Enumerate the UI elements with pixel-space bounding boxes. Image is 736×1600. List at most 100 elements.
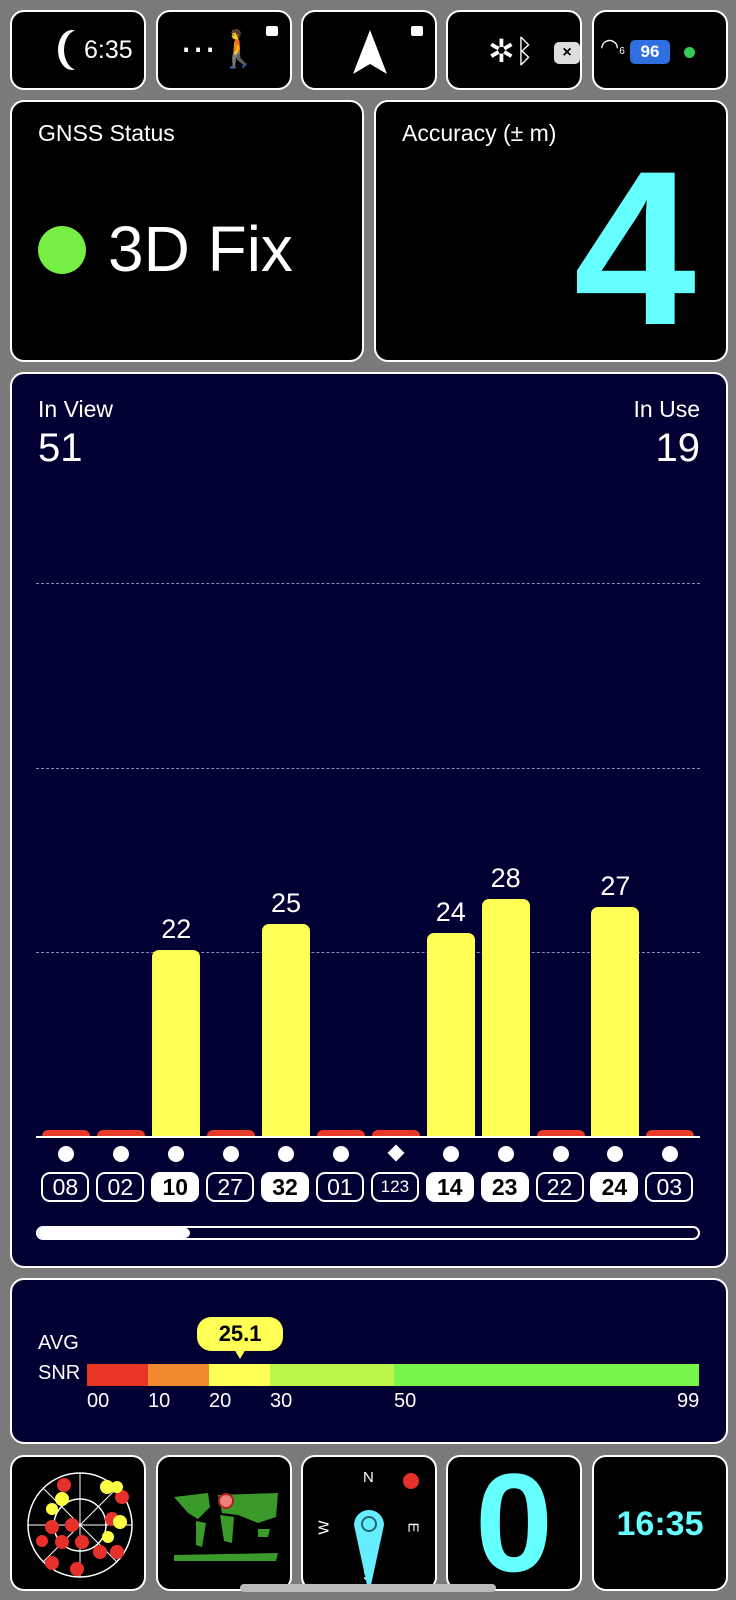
signal-bar bbox=[646, 1130, 695, 1136]
sun-marker-icon bbox=[403, 1473, 419, 1489]
bar-value-label: 27 bbox=[600, 871, 631, 902]
signal-bar bbox=[371, 1130, 420, 1136]
clock-value: 16:35 bbox=[616, 1505, 704, 1543]
signal-bar bbox=[426, 932, 475, 1136]
compass-icon bbox=[354, 1510, 384, 1585]
bluetooth-icon: ✲ᛒ bbox=[488, 33, 535, 69]
in-use-count: 19 bbox=[655, 426, 701, 470]
world-map-icon bbox=[174, 1493, 278, 1561]
chart-baseline bbox=[36, 1136, 700, 1138]
compass-north: N bbox=[363, 1469, 374, 1486]
compass-east: E bbox=[404, 1522, 422, 1533]
signal-bar bbox=[207, 1130, 256, 1136]
snr-tick-label: 00 bbox=[87, 1390, 110, 1412]
bar-value-label: 22 bbox=[161, 913, 192, 944]
home-indicator[interactable] bbox=[240, 1584, 496, 1592]
circle-icon bbox=[58, 1146, 75, 1162]
bar-value-label: 28 bbox=[490, 862, 521, 893]
tile-navigation[interactable] bbox=[301, 10, 437, 90]
snr-tick-label: 20 bbox=[209, 1390, 232, 1412]
compass-tile[interactable]: N E W S bbox=[301, 1455, 437, 1591]
compass-west: W bbox=[315, 1520, 333, 1535]
battery-icon: 96 bbox=[630, 40, 670, 64]
snr-segment bbox=[148, 1364, 209, 1386]
tile-person[interactable]: ⋯🚶 bbox=[156, 10, 292, 90]
satellite-id-label[interactable]: 08 bbox=[41, 1172, 90, 1202]
satellite-id-label[interactable]: 10 bbox=[151, 1172, 200, 1202]
satellite-id-label[interactable]: 01 bbox=[315, 1172, 364, 1202]
circle-icon bbox=[278, 1146, 295, 1162]
close-icon: × bbox=[554, 42, 580, 64]
clock-tile[interactable]: 16:35 bbox=[592, 1455, 728, 1591]
lock-icon bbox=[411, 26, 423, 36]
satellite-id-label[interactable]: 24 bbox=[590, 1172, 639, 1202]
snr-segment bbox=[209, 1364, 270, 1386]
satellite-id-label[interactable]: 123 bbox=[370, 1172, 419, 1202]
circle-icon bbox=[332, 1146, 349, 1162]
fix-indicator-icon bbox=[38, 226, 86, 274]
satellite-id-label[interactable]: 22 bbox=[535, 1172, 584, 1202]
accuracy-panel[interactable]: Accuracy (± m) 4 bbox=[374, 100, 728, 362]
in-view-count: 51 bbox=[38, 426, 83, 470]
gridline bbox=[36, 583, 700, 584]
signal-bar bbox=[42, 1130, 91, 1136]
satellite-id-label[interactable]: 23 bbox=[480, 1172, 529, 1202]
wifi-badge: 6 bbox=[619, 46, 625, 57]
speed-value: 0 bbox=[475, 1455, 553, 1591]
snr-tick-label: 50 bbox=[394, 1390, 417, 1412]
circle-icon bbox=[168, 1146, 185, 1162]
gnss-status-panel[interactable]: GNSS Status 3D Fix bbox=[10, 100, 364, 362]
in-view-label: In View bbox=[38, 396, 114, 422]
accuracy-title: Accuracy (± m) bbox=[402, 120, 557, 146]
avg-snr-panel bbox=[10, 1278, 728, 1444]
signal-bar bbox=[536, 1130, 585, 1136]
circle-icon bbox=[442, 1146, 459, 1162]
snr-label-avg: AVG bbox=[38, 1332, 79, 1354]
sky-plot-tile[interactable] bbox=[10, 1455, 146, 1591]
satellite-id-label[interactable]: 03 bbox=[645, 1172, 694, 1202]
sky-plot-icon bbox=[27, 1472, 133, 1578]
bar-value-label: 25 bbox=[271, 888, 302, 919]
circle-icon bbox=[607, 1146, 624, 1162]
navigation-arrow-icon bbox=[353, 30, 387, 74]
snr-segment bbox=[270, 1364, 394, 1386]
status-time: 6:35 bbox=[84, 36, 133, 64]
gnss-fix-value: 3D Fix bbox=[108, 213, 293, 285]
circle-icon bbox=[662, 1146, 679, 1162]
gridline bbox=[36, 768, 700, 769]
snr-tick-label: 10 bbox=[148, 1390, 171, 1412]
lock-icon bbox=[266, 26, 278, 36]
satellite-id-label[interactable]: 32 bbox=[261, 1172, 310, 1202]
satellite-id-label[interactable]: 14 bbox=[425, 1172, 474, 1202]
circle-icon bbox=[113, 1146, 130, 1162]
snr-tick-label: 99 bbox=[677, 1390, 700, 1412]
status-dot-icon bbox=[684, 47, 695, 58]
signal-bar bbox=[152, 949, 201, 1136]
signal-bar bbox=[97, 1130, 146, 1136]
circle-icon bbox=[552, 1146, 569, 1162]
signal-bar bbox=[262, 924, 311, 1136]
scrollbar-thumb[interactable] bbox=[38, 1228, 190, 1238]
tile-connectivity[interactable]: ✲ᛒ × bbox=[446, 10, 582, 90]
snr-segment bbox=[87, 1364, 148, 1386]
accuracy-value: 4 bbox=[573, 125, 696, 362]
avg-snr-value: 25.1 bbox=[218, 1321, 262, 1346]
circle-icon bbox=[497, 1146, 514, 1162]
wifi-icon: ◠6 bbox=[600, 34, 625, 59]
tile-time[interactable]: 6:35 bbox=[10, 10, 146, 90]
speed-tile[interactable]: 0 bbox=[446, 1455, 582, 1591]
person-icon: ⋯🚶 bbox=[180, 28, 261, 69]
snr-label-snr: SNR bbox=[38, 1362, 81, 1384]
world-map-tile[interactable] bbox=[156, 1455, 292, 1591]
gridline bbox=[36, 952, 700, 953]
signal-bar bbox=[481, 898, 530, 1136]
bar-value-label: 24 bbox=[435, 896, 466, 927]
satellite-id-label[interactable]: 02 bbox=[96, 1172, 145, 1202]
snr-tick-label: 30 bbox=[270, 1390, 293, 1412]
satellite-id-label[interactable]: 27 bbox=[206, 1172, 255, 1202]
satellite-scrollbar[interactable] bbox=[36, 1226, 700, 1240]
tile-battery[interactable]: ◠6 96 bbox=[592, 10, 728, 90]
gnss-status-title: GNSS Status bbox=[38, 120, 175, 146]
in-use-label: In Use bbox=[633, 396, 700, 422]
snr-segment bbox=[394, 1364, 699, 1386]
